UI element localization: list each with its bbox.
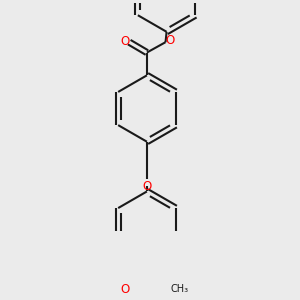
Text: O: O	[142, 180, 152, 193]
Text: O: O	[121, 34, 130, 48]
Text: CH₃: CH₃	[171, 284, 189, 294]
Text: O: O	[121, 284, 130, 296]
Text: O: O	[165, 34, 174, 46]
